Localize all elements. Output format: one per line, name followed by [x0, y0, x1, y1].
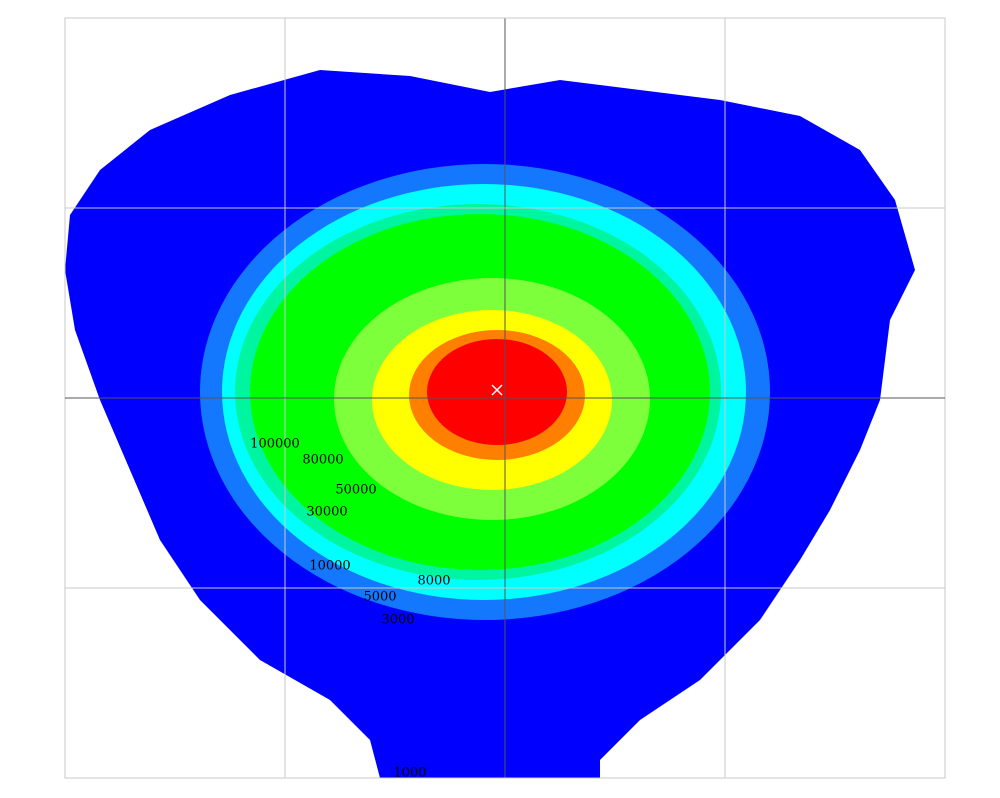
- contour-label: 3000: [381, 613, 414, 628]
- contour-label: 80000: [302, 453, 343, 468]
- contour-label: 1000: [393, 766, 426, 781]
- contour-label: 30000: [306, 505, 347, 520]
- contour-label: 10000: [309, 559, 350, 574]
- contour-label: 8000: [417, 574, 450, 589]
- contour-labels: 1000 3000 5000 8000 10000 30000 50000 800001000…: [250, 437, 450, 781]
- center-marker: [491, 384, 503, 396]
- contour-label: 50000: [335, 483, 376, 498]
- contour-regions: [65, 70, 915, 778]
- contour-label: 100000: [250, 437, 300, 452]
- contour-label: 5000: [363, 590, 396, 605]
- grid: [64, 17, 946, 779]
- contour-region: [427, 339, 567, 445]
